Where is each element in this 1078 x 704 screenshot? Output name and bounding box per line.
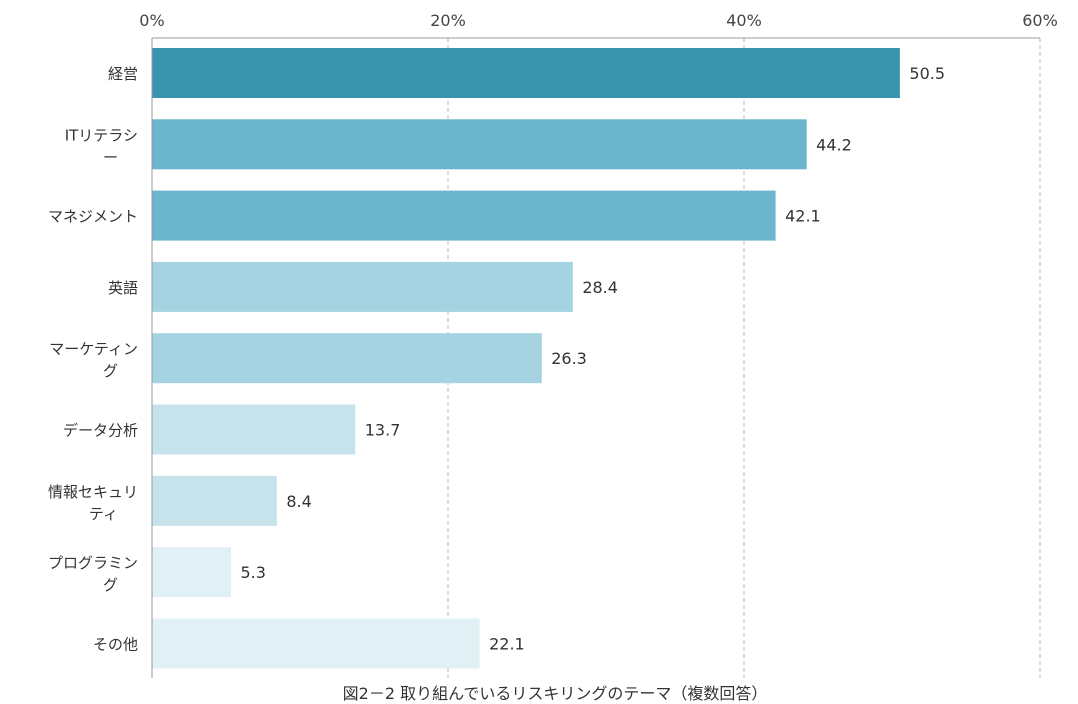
category-label: プログラミング	[48, 554, 138, 594]
category-label: 英語	[108, 279, 138, 297]
bar	[152, 261, 573, 312]
bar	[152, 475, 277, 526]
category-label: 情報セキュリティ	[48, 483, 138, 523]
chart-caption: 図2－2 取り組んでいるリスキリングのテーマ（複数回答）	[342, 684, 768, 703]
data-label: 13.7	[365, 421, 401, 440]
data-label: 5.3	[240, 563, 265, 582]
data-label: 50.5	[909, 64, 945, 83]
data-label: 26.3	[551, 349, 587, 368]
category-label: マーケティング	[49, 340, 138, 380]
x-tick-label: 20%	[430, 11, 466, 30]
data-label: 44.2	[816, 135, 852, 154]
bar	[152, 333, 542, 384]
category-label: マネジメント	[48, 208, 138, 226]
x-tick-label: 0%	[139, 11, 164, 30]
bar	[152, 618, 480, 669]
category-label: ITリテラシー	[65, 126, 138, 166]
bar	[152, 404, 356, 455]
bar	[152, 48, 900, 98]
category-label: その他	[93, 635, 138, 653]
data-label: 42.1	[785, 207, 821, 226]
data-label: 28.4	[582, 278, 618, 297]
data-label: 22.1	[489, 634, 525, 653]
x-tick-label: 40%	[726, 11, 762, 30]
x-tick-label: 60%	[1022, 11, 1058, 30]
category-label: データ分析	[63, 422, 138, 440]
category-label: 経営	[108, 65, 138, 83]
data-label: 8.4	[286, 492, 311, 511]
bar	[152, 190, 776, 241]
bar	[152, 119, 807, 170]
bar	[152, 547, 231, 598]
bar-chart: 0% 20% 40% 60% 50.5 経営 44.2 ITリテラシー 42.1 マネジメント 28…	[48, 11, 1058, 678]
